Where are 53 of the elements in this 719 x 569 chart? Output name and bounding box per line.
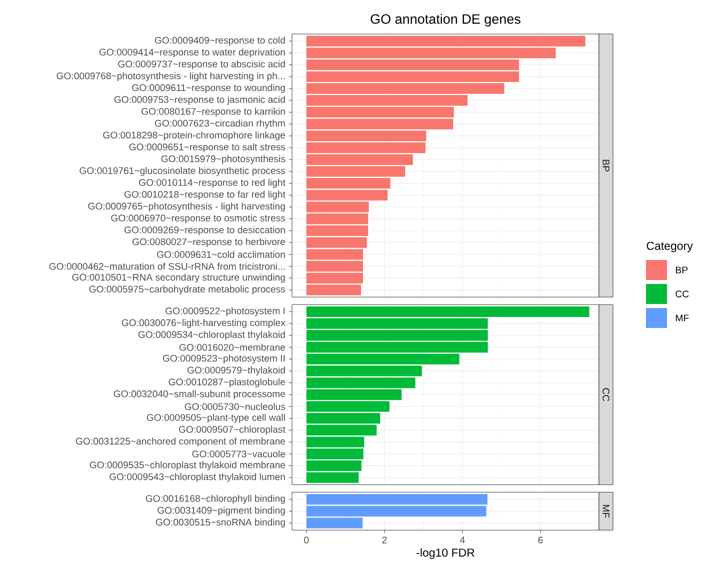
y-tick-label: GO:0009611~response to wounding xyxy=(132,84,285,93)
y-tick-label: GO:0030076~light-harvesting complex xyxy=(122,319,286,328)
y-tick-label: GO:0000462~maturation of SSU-rRNA from tricistroni... xyxy=(49,262,285,270)
y-tick-label: GO:0005730~nucleolus xyxy=(184,402,286,410)
y-tick-label: GO:0009753~response to jasmonic acid xyxy=(114,96,285,105)
y-tick-label: GO:0010287~plastoglobule xyxy=(168,378,286,388)
y-tick-label: GO:0032040~small-subunit processome xyxy=(114,390,286,400)
y-tick-label: GO:0009631~cold acclimation xyxy=(157,250,285,258)
x-tick-label: 6 xyxy=(538,536,543,544)
y-tick-label: GO:0030515~snoRNA binding xyxy=(156,518,285,528)
legend-label: MF xyxy=(676,314,689,322)
y-tick-label: GO:0010218~response to far red light xyxy=(124,190,286,200)
x-tick-label: 4 xyxy=(460,536,465,544)
y-tick-label: GO:0009651~response to salt stress xyxy=(129,143,286,152)
y-tick-label: GO:0009522~photosystem I xyxy=(166,307,285,316)
y-tick-label: GO:0019761~glucosinolate biosynthetic process xyxy=(80,166,286,176)
y-tick-label: GO:0006970~response to osmotic stress xyxy=(111,214,286,224)
y-tick-label: GO:0009269~response to desiccation xyxy=(124,226,285,236)
y-tick-label: GO:0009543~chloroplast thylakoid lumen xyxy=(110,473,285,482)
y-tick-label: GO:0007623~circadian rhythm xyxy=(154,120,285,129)
y-tick-label: GO:0009765~photosynthesis - light harvesting xyxy=(88,202,285,212)
y-tick-label: GO:0015979~photosynthesis xyxy=(161,155,286,164)
x-tick-label: 0 xyxy=(304,536,309,544)
y-tick-label: GO:0009737~response to abscisic acid xyxy=(118,60,285,70)
legend-title: Category xyxy=(646,242,693,252)
y-tick-label: GO:0009534~chloroplast thylakoid xyxy=(138,330,285,340)
x-axis-title: -log10 FDR xyxy=(416,548,474,559)
y-tick-label: GO:0009523~photosystem II xyxy=(162,354,285,364)
y-tick-label: GO:0009414~response to water deprivation xyxy=(99,48,285,58)
legend-label: BP xyxy=(676,266,688,274)
text: BP xyxy=(602,160,610,172)
y-tick-label: GO:0009505~plant-type cell wall xyxy=(146,414,285,423)
y-tick-label: GO:0009768~photosynthesis - light harvesting in ph... xyxy=(56,72,285,82)
text: CC xyxy=(602,388,610,402)
chart-title: GO annotation DE genes xyxy=(370,14,520,26)
y-tick-label: GO:0010114~response to red light xyxy=(139,178,286,188)
legend-label: CC xyxy=(676,290,689,298)
y-tick-label: GO:0009579~thylakoid xyxy=(188,366,285,376)
y-tick-label: GO:0010501~RNA secondary structure unwinding xyxy=(72,274,285,283)
y-tick-label: GO:0016168~chlorophyll binding xyxy=(146,494,285,504)
text: MF xyxy=(602,504,610,518)
y-tick-label: GO:0016020~membrane xyxy=(180,344,286,351)
y-tick-label: GO:0005975~carbohydrate metabolic process xyxy=(89,285,286,294)
y-tick-label: GO:0031409~pigment binding xyxy=(158,506,285,516)
y-tick-label: GO:0009507~chloroplast xyxy=(178,426,286,435)
y-tick-label: GO:0031225~anchored component of membrane xyxy=(76,438,286,446)
y-tick-label: GO:0080027~response to herbivore xyxy=(132,238,286,248)
y-tick-label: GO:0080167~response to karrikin xyxy=(142,108,285,117)
y-tick-label: GO:0009409~response to cold xyxy=(154,36,285,46)
x-tick-label: 2 xyxy=(382,536,387,544)
y-tick-label: GO:0009535~chloroplast thylakoid membrane xyxy=(90,461,286,470)
y-tick-label: GO:0018298~protein-chromophore linkage xyxy=(103,131,286,140)
y-tick-label: GO:0005773~vacuole xyxy=(192,450,286,458)
